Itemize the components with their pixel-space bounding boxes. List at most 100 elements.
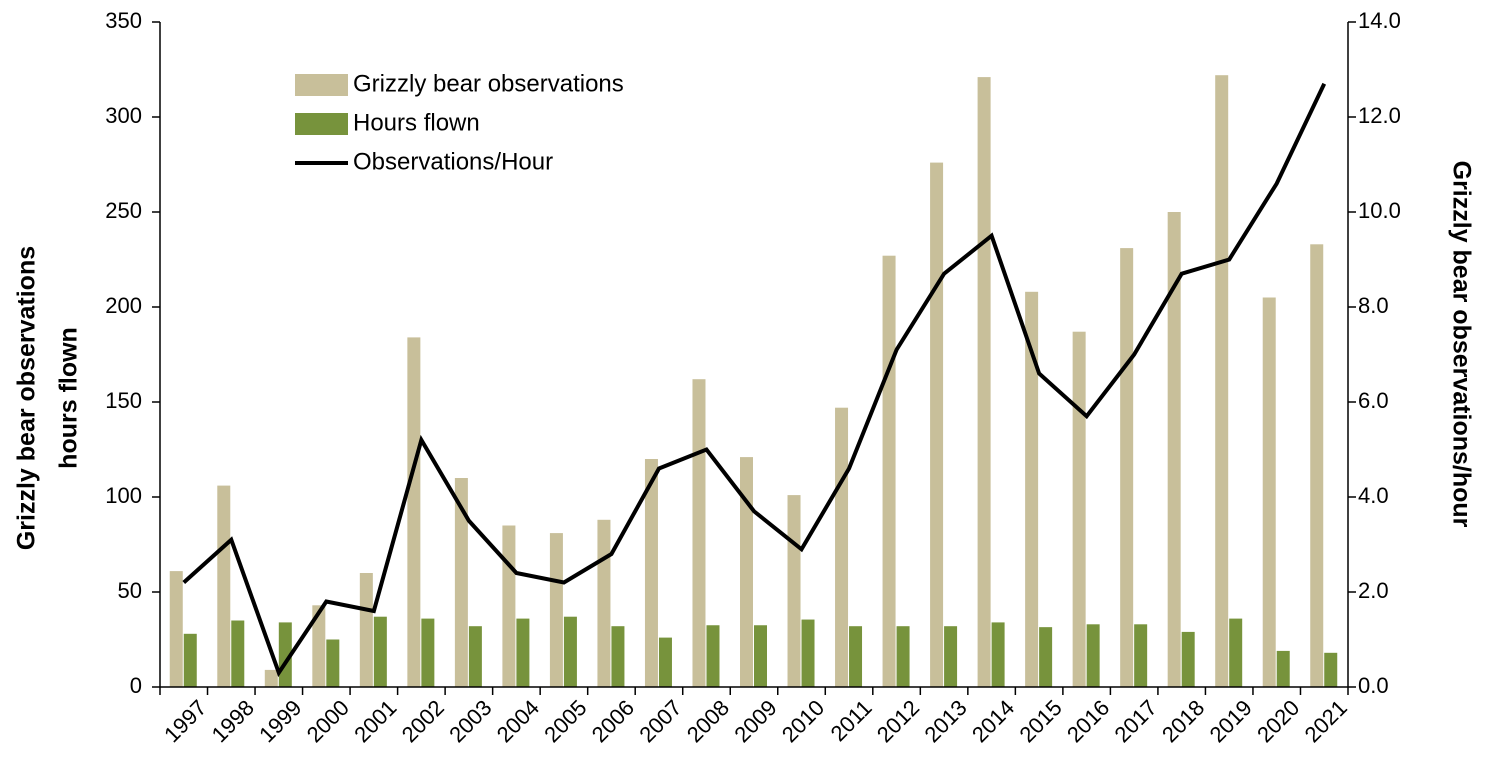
- bar: [421, 618, 435, 687]
- y-tick-label: 200: [105, 293, 142, 318]
- bar: [468, 626, 482, 687]
- x-tick-label: 1998: [207, 695, 259, 747]
- x-tick-label: 2020: [1252, 695, 1304, 747]
- legend-label: Grizzly bear observations: [353, 70, 624, 97]
- legend-swatch: [295, 74, 348, 96]
- bar: [1120, 248, 1134, 687]
- y2-tick-label: 8.0: [1358, 293, 1389, 318]
- x-tick-label: 2005: [539, 695, 591, 747]
- x-tick-label: 2012: [872, 695, 924, 747]
- bar: [502, 525, 516, 687]
- bar: [849, 626, 863, 687]
- bar: [1134, 624, 1148, 687]
- bar: [692, 379, 706, 687]
- y-tick-label: 350: [105, 8, 142, 33]
- bar: [1039, 627, 1053, 687]
- y-tick-label: 250: [105, 198, 142, 223]
- bar: [1167, 212, 1181, 687]
- x-tick-label: 2009: [729, 695, 781, 747]
- x-tick-label: 2007: [634, 695, 686, 747]
- x-tick-label: 2006: [587, 695, 639, 747]
- y2-tick-label: 12.0: [1358, 103, 1401, 128]
- y2-tick-label: 2.0: [1358, 578, 1389, 603]
- bar: [1181, 631, 1195, 687]
- bar: [754, 625, 767, 687]
- bar: [597, 519, 611, 687]
- legend-label: Hours flown: [353, 109, 480, 136]
- bar: [407, 337, 421, 687]
- bar: [217, 485, 231, 687]
- y-tick-label: 100: [105, 483, 142, 508]
- x-tick-label: 2004: [492, 695, 544, 747]
- bar: [611, 626, 625, 687]
- x-tick-label: 2002: [397, 695, 449, 747]
- y-tick-label: 150: [105, 388, 142, 413]
- x-tick-label: 1999: [254, 695, 306, 747]
- bar: [231, 620, 245, 687]
- bar: [882, 255, 896, 687]
- bar: [991, 622, 1005, 687]
- bar: [1324, 652, 1338, 687]
- bar: [373, 616, 387, 687]
- bar: [1262, 297, 1276, 687]
- legend-label: Observations/Hour: [353, 148, 553, 175]
- bar: [644, 459, 658, 687]
- bar: [835, 407, 849, 687]
- x-tick-label: 2000: [302, 695, 354, 747]
- bar: [264, 669, 278, 687]
- bar: [706, 625, 720, 687]
- y2-tick-label: 10.0: [1358, 198, 1401, 223]
- bar: [183, 633, 197, 687]
- y2-axis-title: Grizzly bear observations/hour: [1447, 161, 1475, 528]
- bar: [1072, 331, 1086, 687]
- bar: [1215, 75, 1229, 687]
- y-tick-label: 50: [118, 578, 142, 603]
- bar: [516, 618, 530, 687]
- y2-tick-label: 14.0: [1358, 8, 1401, 33]
- x-tick-label: 2018: [1157, 695, 1209, 747]
- bar: [359, 573, 373, 687]
- bar: [1276, 650, 1290, 687]
- y-axis-title: Grizzly bear observations: [13, 246, 41, 550]
- y-axis-title: hours flown: [55, 327, 83, 469]
- bar: [1025, 291, 1039, 687]
- y2-tick-label: 6.0: [1358, 388, 1389, 413]
- bar: [1086, 624, 1100, 687]
- y-tick-label: 0: [130, 673, 142, 698]
- bar: [1229, 618, 1243, 687]
- x-tick-label: 2016: [1062, 695, 1114, 747]
- x-tick-label: 1997: [159, 695, 211, 747]
- bar: [326, 639, 340, 687]
- x-tick-label: 2011: [826, 695, 877, 746]
- line: [182, 82, 1327, 678]
- bar: [930, 162, 944, 688]
- bar: [944, 626, 958, 687]
- bar: [312, 605, 326, 687]
- x-tick-label: 2008: [682, 695, 734, 747]
- bar: [658, 637, 672, 687]
- bar: [169, 571, 183, 687]
- bar: [563, 616, 577, 687]
- bar: [896, 626, 910, 687]
- y2-tick-label: 0.0: [1358, 673, 1389, 698]
- y-tick-label: 300: [105, 103, 142, 128]
- x-tick-label: 2015: [1014, 695, 1066, 747]
- x-tick-label: 2017: [1110, 695, 1162, 747]
- x-tick-label: 2003: [444, 695, 496, 747]
- bar: [549, 533, 563, 687]
- bar: [1310, 244, 1324, 688]
- y2-tick-label: 4.0: [1358, 483, 1389, 508]
- x-tick-label: 2021: [1300, 695, 1352, 747]
- bar: [740, 457, 753, 687]
- bar: [454, 478, 468, 687]
- x-tick-label: 2014: [967, 695, 1019, 747]
- x-tick-label: 2001: [349, 695, 401, 747]
- x-tick-label: 2013: [919, 695, 971, 747]
- bar: [801, 619, 815, 687]
- x-tick-label: 2019: [1205, 695, 1257, 747]
- bar: [787, 495, 801, 687]
- x-tick-label: 2010: [777, 695, 829, 747]
- bar: [977, 77, 991, 688]
- legend-swatch: [295, 113, 348, 135]
